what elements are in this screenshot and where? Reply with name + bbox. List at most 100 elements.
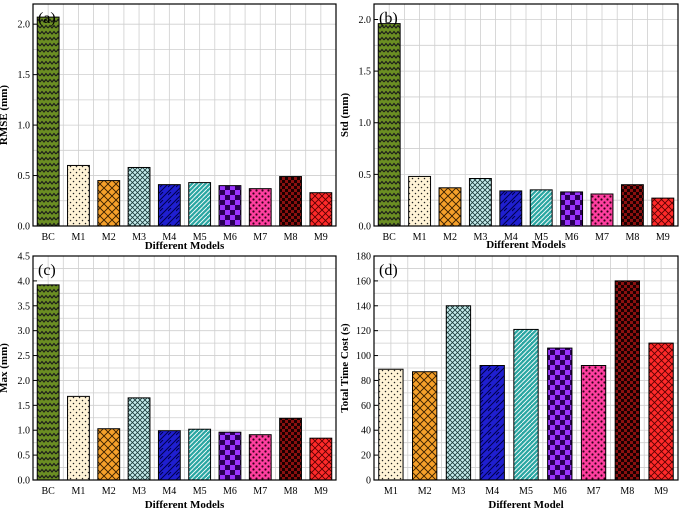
x-tick-label: BC — [41, 232, 55, 243]
bar-m8 — [279, 417, 302, 481]
bar-bc — [36, 16, 60, 227]
chart-panel-b: BC M1 M2 M3 M4 M5 M6 M7 M8 M9 0.0 0.5 1.0 1.5 2.0 (b) Di… — [339, 3, 679, 251]
x-tick-label: M2 — [418, 486, 432, 497]
x-tick-label: M9 — [314, 486, 328, 497]
bar-m1 — [378, 368, 404, 481]
bar-m5 — [529, 189, 553, 227]
bar-bc — [377, 23, 401, 227]
y-tick-label: 20 — [361, 451, 371, 462]
plot-frame — [32, 255, 337, 481]
x-tick-label: M7 — [587, 486, 601, 497]
bar-m9 — [309, 192, 333, 227]
x-tick-label: M7 — [595, 232, 609, 243]
y-tick-label: 1.0 — [18, 121, 31, 132]
y-tick-label: 1.5 — [359, 67, 372, 78]
bar-m2 — [412, 371, 438, 481]
bar-m6 — [218, 431, 242, 481]
bar-m5 — [188, 182, 212, 227]
bar-m3 — [127, 397, 151, 481]
y-tick-label: 2.0 — [18, 376, 31, 387]
y-tick-label: 40 — [361, 426, 371, 437]
x-tick-label: M8 — [284, 486, 298, 497]
x-tick-label: M6 — [565, 232, 579, 243]
x-tick-label: M7 — [253, 232, 267, 243]
x-tick-label: M3 — [451, 486, 465, 497]
x-tick-label: M8 — [625, 232, 639, 243]
bar-m8 — [620, 184, 644, 227]
y-tick-label: 1.0 — [18, 426, 31, 437]
bar-m9 — [309, 437, 333, 481]
bar-m1 — [408, 175, 432, 227]
bar-m7 — [248, 188, 272, 227]
bar-m8 — [614, 280, 640, 481]
x-tick-label: M1 — [71, 232, 85, 243]
y-tick-label: 3.0 — [18, 326, 31, 337]
panel-label: (a) — [38, 10, 56, 27]
plot-frame — [373, 3, 679, 227]
x-tick-label: M6 — [223, 486, 237, 497]
bar-m3 — [468, 178, 492, 227]
bar-m4 — [499, 190, 523, 227]
x-tick-label: M5 — [193, 232, 207, 243]
y-tick-label: 0.0 — [18, 476, 31, 487]
bar-m4 — [479, 365, 505, 481]
bar-m7 — [248, 434, 272, 481]
y-tick-label: 0.5 — [18, 171, 31, 182]
panel-label: (d) — [379, 262, 398, 279]
y-axis-title: Max (mm) — [0, 343, 10, 393]
y-tick-label: 0.0 — [18, 222, 31, 233]
y-tick-label: 60 — [361, 401, 371, 412]
x-tick-label: M4 — [504, 232, 518, 243]
y-tick-label: 2.5 — [18, 351, 31, 362]
x-tick-label: M7 — [253, 486, 267, 497]
y-tick-label: 2.0 — [18, 20, 31, 31]
bar-m1 — [67, 164, 90, 227]
x-tick-label: BC — [41, 486, 55, 497]
bar-m5 — [513, 328, 539, 481]
x-tick-label: M4 — [162, 486, 176, 497]
x-tick-label: M8 — [620, 486, 634, 497]
y-tick-label: 2.0 — [359, 15, 372, 26]
x-tick-label: M5 — [193, 486, 207, 497]
bar-m1 — [67, 395, 90, 481]
bar-bc — [36, 284, 60, 481]
x-tick-label: M6 — [553, 486, 567, 497]
x-tick-label: M2 — [102, 232, 116, 243]
y-tick-label: 160 — [356, 276, 371, 287]
bar-m9 — [651, 197, 675, 227]
x-tick-label: M2 — [443, 232, 457, 243]
y-tick-label: 1.5 — [18, 401, 31, 412]
x-tick-label: M5 — [534, 232, 548, 243]
x-axis-title: Different Models — [145, 499, 225, 511]
y-tick-label: 0.0 — [359, 222, 372, 233]
bar-m2 — [97, 180, 121, 227]
bar-m6 — [560, 191, 584, 227]
x-tick-label: M3 — [132, 486, 146, 497]
panel-label: (b) — [379, 10, 398, 27]
x-axis-title: Different Models — [145, 240, 225, 252]
bar-m6 — [218, 185, 242, 227]
plot-frame — [373, 255, 679, 481]
x-tick-label: M2 — [102, 486, 116, 497]
bar-m5 — [188, 428, 212, 481]
y-tick-label: 0.5 — [18, 451, 31, 462]
y-tick-label: 0.5 — [359, 170, 372, 181]
y-tick-label: 140 — [356, 301, 371, 312]
y-tick-label: 120 — [356, 326, 371, 337]
y-tick-label: 100 — [356, 351, 371, 362]
bar-m2 — [438, 187, 462, 227]
y-axis-title: Std (mm) — [339, 93, 351, 138]
bar-m8 — [279, 176, 302, 227]
x-tick-label: M5 — [519, 486, 533, 497]
x-tick-label: M3 — [132, 232, 146, 243]
x-tick-label: M3 — [473, 232, 487, 243]
y-tick-label: 0 — [366, 476, 371, 487]
plot-frame — [32, 3, 337, 227]
x-tick-label: M4 — [485, 486, 499, 497]
y-axis-title: RMSE (mm) — [0, 85, 10, 146]
chart-panel-c: BC M1 M2 M3 M4 M5 M6 M7 M8 M9 0.0 0.5 1.0 1.5 2.0 2.5 3.… — [0, 252, 337, 511]
x-tick-label: M9 — [314, 232, 328, 243]
x-tick-label: M1 — [384, 486, 398, 497]
bar-m7 — [590, 193, 614, 227]
